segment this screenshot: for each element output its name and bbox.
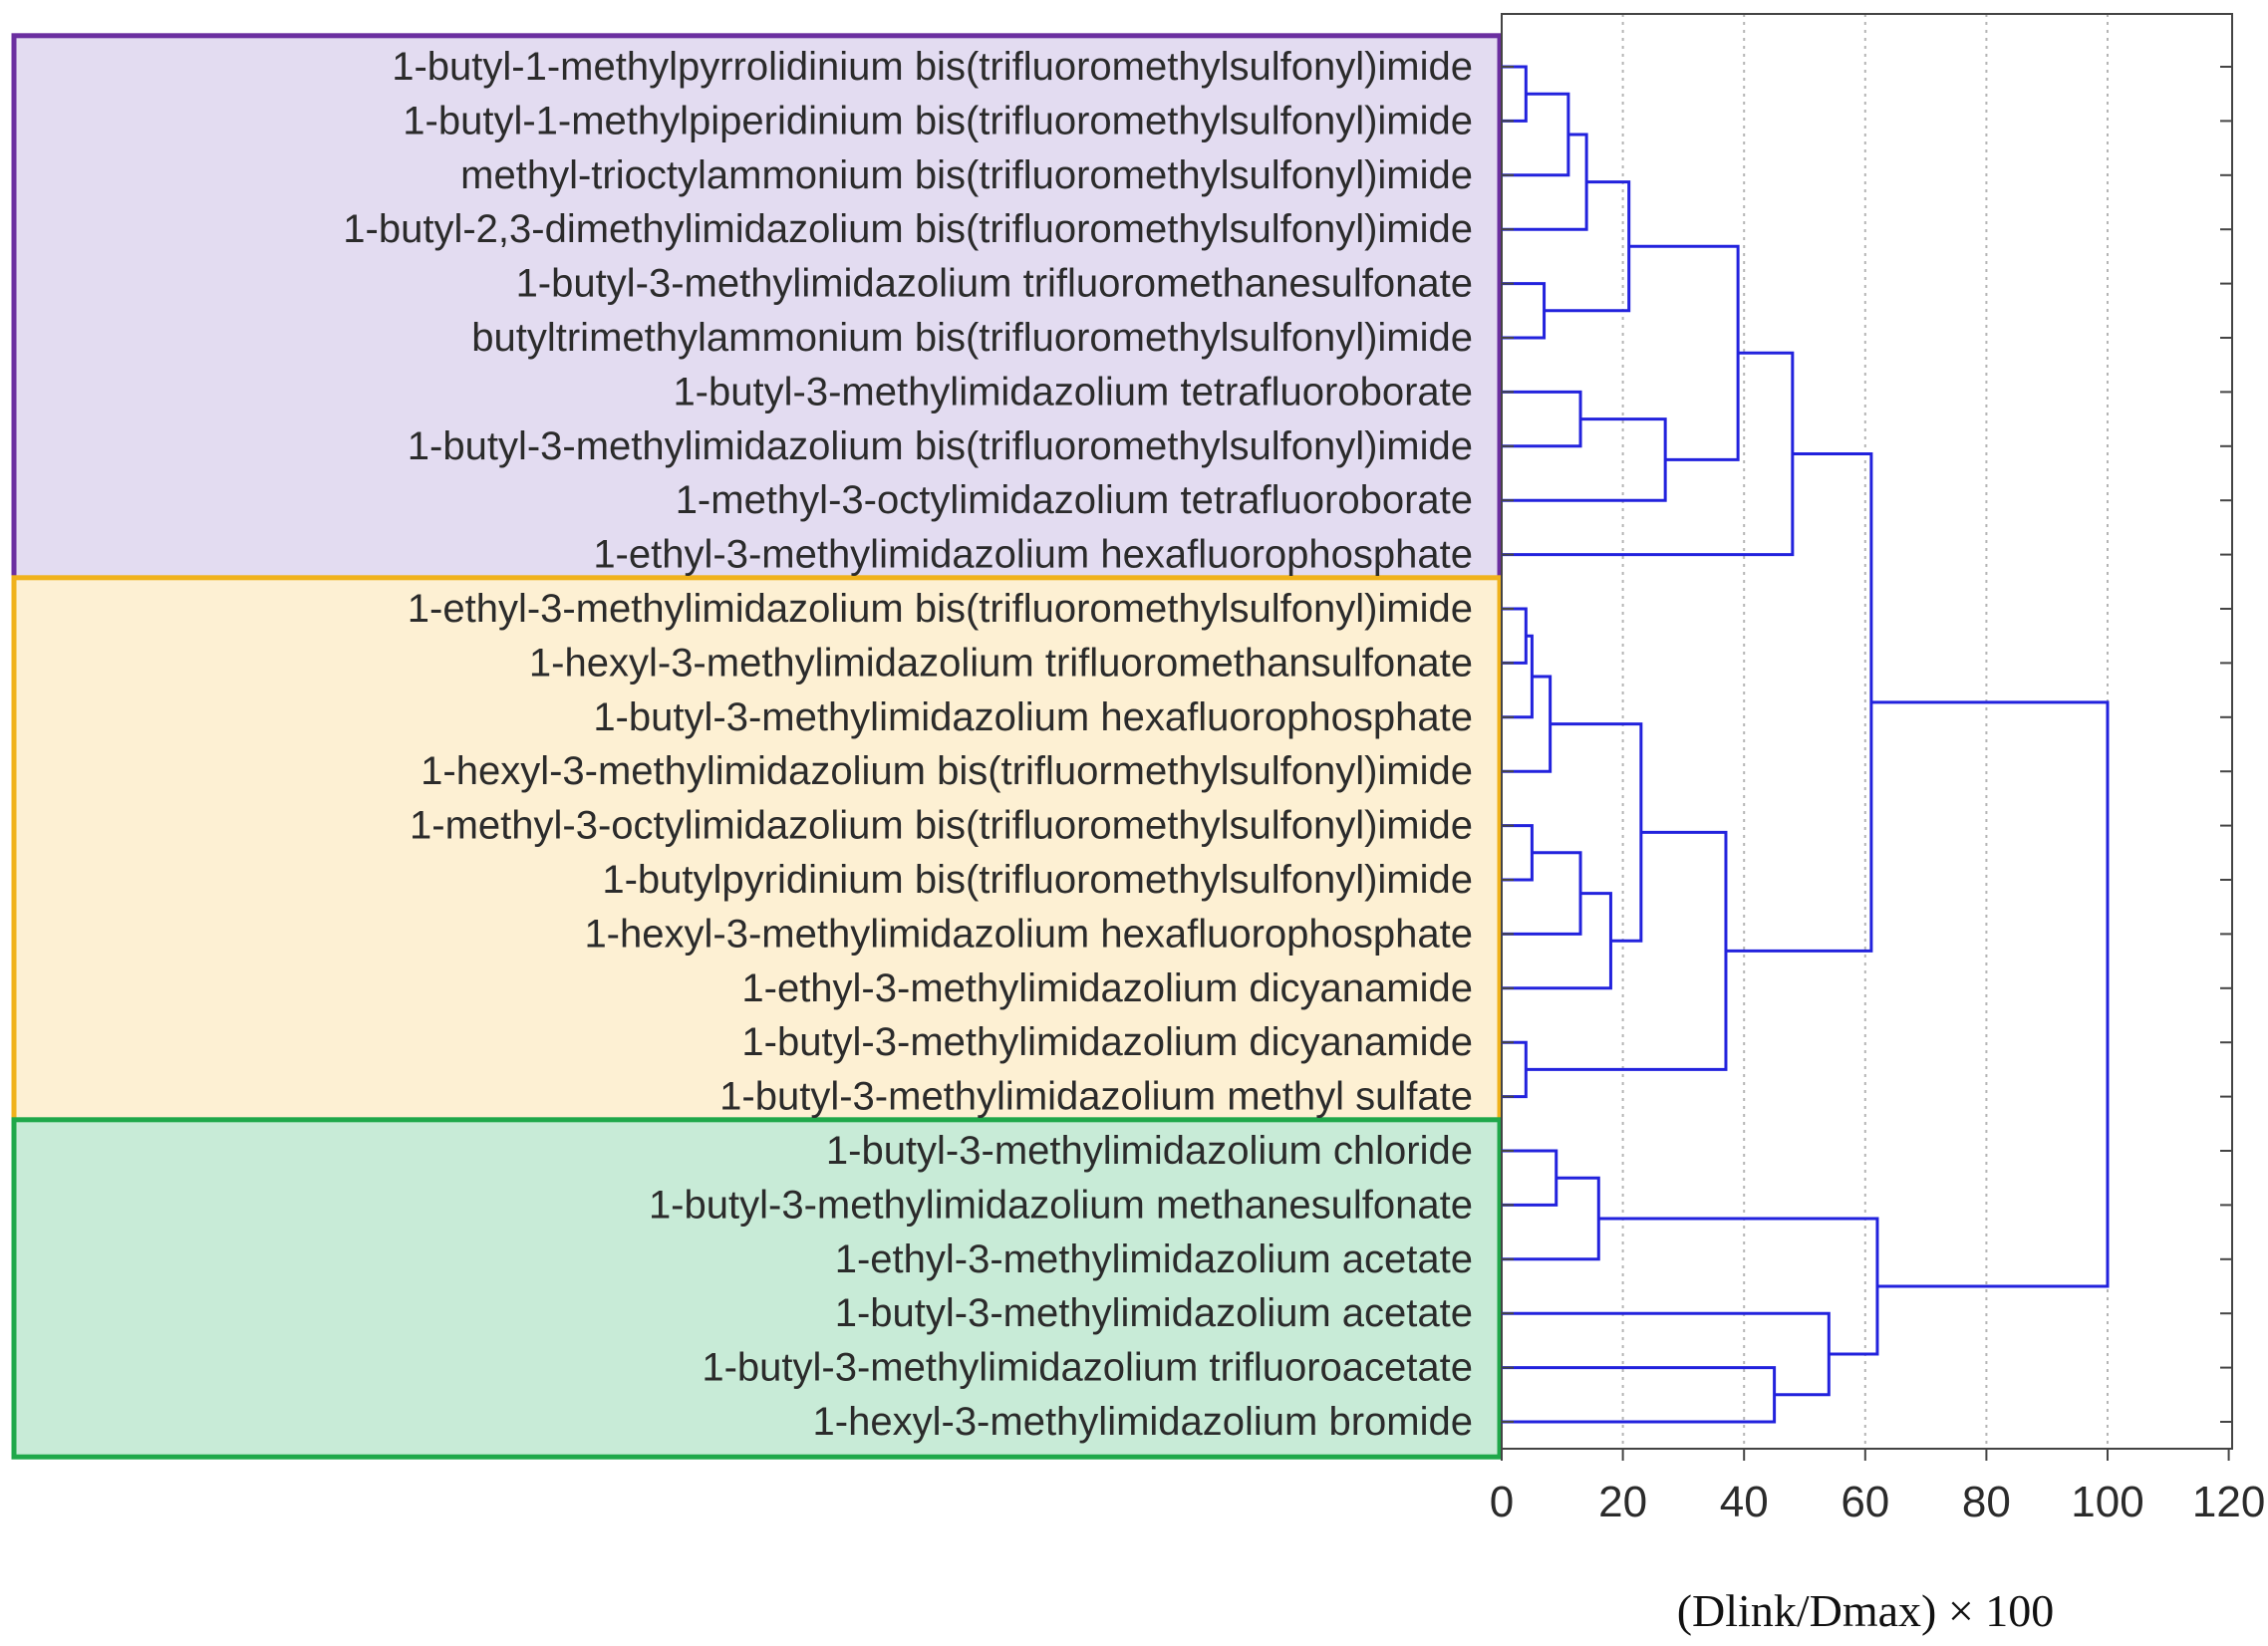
dendrogram-link (1502, 1311, 1831, 1397)
cluster-green (11, 1117, 1503, 1460)
dendrogram-link (1502, 1040, 1528, 1099)
x-tick-labels: 0 20 40 60 80 100 120 (1490, 1478, 2266, 1526)
leaf-label: 1-ethyl-3-methylimidazolium hexafluoroph… (593, 533, 1473, 577)
dendrogram-link (1502, 607, 1528, 665)
dendrogram-link (1628, 244, 1740, 461)
leaf-labels: 1-butyl-1-methylpyrrolidinium bis(triflu… (343, 45, 1473, 1444)
leaf-label: 1-methyl-3-octylimidazolium bis(trifluor… (410, 804, 1473, 848)
x-tick-label: 20 (1598, 1478, 1647, 1526)
dendrogram-link (1502, 282, 1547, 340)
dendrogram-link (1502, 92, 1570, 177)
leaf-label: methyl-trioctylammonium bis(trifluoromet… (460, 153, 1473, 197)
x-tick-label: 120 (2192, 1478, 2265, 1526)
dendrogram-link (1725, 451, 1873, 953)
dendrogram-link (1870, 700, 2110, 1288)
leaf-label: 1-butyl-3-methylimidazolium dicyanamide (741, 1020, 1473, 1064)
leaf-label: 1-hexyl-3-methylimidazolium bis(trifluor… (421, 749, 1473, 793)
dendrogram-link (1502, 1176, 1600, 1261)
leaf-label: 1-hexyl-3-methylimidazolium hexafluoroph… (584, 912, 1473, 956)
dendrogram-link (1502, 1366, 1777, 1424)
dendrogram-link (1502, 892, 1612, 990)
leaf-label: 1-hexyl-3-methylimidazolium bromide (813, 1400, 1473, 1444)
grid-lines (1621, 14, 2109, 1449)
leaf-label: 1-butyl-3-methylimidazolium hexafluoroph… (593, 695, 1473, 739)
x-tick-label: 60 (1841, 1478, 1889, 1526)
dendrogram-link (1502, 675, 1553, 773)
leaf-label: 1-butyl-3-methylimidazolium methanesulfo… (649, 1183, 1473, 1227)
dendrogram-link (1502, 824, 1534, 882)
axis-ticks (1501, 66, 2232, 1461)
leaf-label: 1-butyl-3-methylimidazolium tetrafluorob… (673, 370, 1473, 413)
leaf-label: 1-butyl-3-methylimidazolium chloride (826, 1129, 1473, 1173)
dendrogram-link (1502, 851, 1582, 936)
leaf-label: 1-butyl-3-methylimidazolium trifluoromet… (516, 262, 1473, 306)
dendrogram-link (1502, 390, 1582, 448)
leaf-label: 1-butyl-3-methylimidazolium trifluoroace… (702, 1346, 1473, 1390)
dendrogram-link (1502, 1149, 1559, 1207)
plot-frame (1501, 13, 2233, 1450)
leaf-label: 1-butyl-3-methylimidazolium acetate (835, 1291, 1473, 1335)
cluster-purple (11, 33, 1503, 585)
dendrogram-link (1502, 133, 1588, 231)
dendrogram-link (1502, 634, 1534, 719)
x-tick-label: 0 (1490, 1478, 1514, 1526)
leaf-label: 1-ethyl-3-methylimidazolium acetate (835, 1237, 1473, 1281)
leaf-label: 1-butyl-3-methylimidazolium methyl sulfa… (719, 1075, 1473, 1119)
x-tick-label: 100 (2071, 1478, 2143, 1526)
dendrogram-link (1550, 722, 1643, 943)
leaf-label: 1-butylpyridinium bis(trifluoromethylsul… (602, 858, 1473, 902)
dendrogram-links (1502, 65, 2110, 1424)
leaf-label: butyltrimethylammonium bis(trifluorometh… (471, 316, 1473, 360)
cluster-boxes (11, 33, 1503, 1460)
leaf-label: 1-butyl-1-methylpiperidinium bis(trifluo… (403, 99, 1473, 142)
dendrogram-link (1502, 351, 1795, 557)
leaf-label: 1-butyl-1-methylpyrrolidinium bis(triflu… (392, 45, 1473, 89)
x-tick-label: 40 (1720, 1478, 1769, 1526)
dendrogram-link (1598, 1217, 1879, 1356)
leaf-label: 1-butyl-2,3-dimethylimidazolium bis(trif… (343, 207, 1473, 251)
x-axis-title: (Dlink/Dmax) × 100 (1677, 1585, 2055, 1636)
leaf-label: 1-butyl-3-methylimidazolium bis(trifluor… (408, 424, 1473, 468)
dendrogram-link (1502, 417, 1667, 502)
leaf-label: 1-ethyl-3-methylimidazolium dicyanamide (741, 966, 1473, 1010)
dendrogram-link (1502, 65, 1528, 123)
x-tick-label: 80 (1962, 1478, 2011, 1526)
leaf-label: 1-methyl-3-octylimidazolium tetrafluorob… (676, 478, 1473, 522)
dendrogram-link (1526, 830, 1728, 1071)
leaf-label: 1-hexyl-3-methylimidazolium trifluoromet… (529, 641, 1473, 685)
cluster-orange (11, 575, 1503, 1127)
leaf-label: 1-ethyl-3-methylimidazolium bis(trifluor… (408, 587, 1473, 631)
